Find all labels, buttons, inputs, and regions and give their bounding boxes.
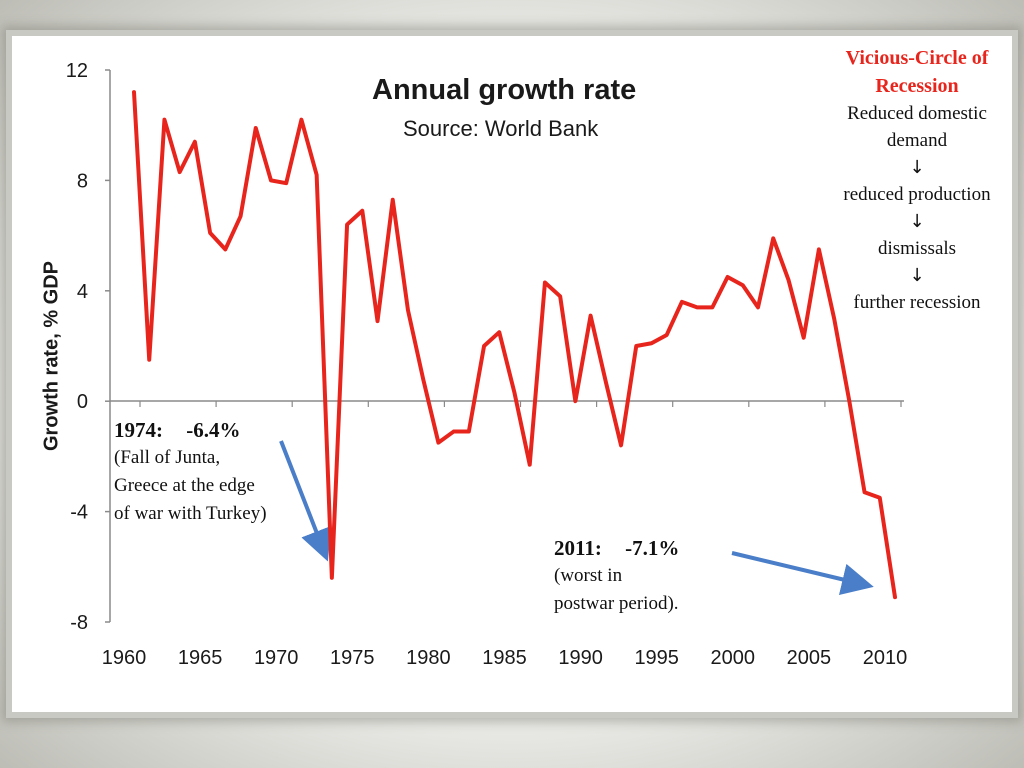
- y-axis-label: Growth rate, % GDP: [40, 260, 63, 452]
- x-tick-label: 1990: [558, 647, 603, 669]
- down-arrow-icon: ↓: [909, 211, 925, 232]
- y-tick-label: 0: [77, 391, 88, 413]
- down-arrow-icon: ↓: [909, 157, 925, 178]
- chart-title: Annual growth rate: [372, 74, 637, 106]
- x-tick-label: 1995: [634, 647, 679, 669]
- annotation-arrows: [279, 440, 874, 595]
- x-tick-label: 1960: [102, 647, 147, 669]
- annotation-1974-head: 1974: -6.4%: [114, 418, 241, 442]
- note-line-dismissals: dismissals: [877, 238, 957, 259]
- x-tick-label: 2000: [711, 647, 756, 669]
- y-tick-label: 12: [66, 60, 88, 82]
- note-title-line1: Vicious-Circle of: [845, 47, 989, 69]
- x-tick-label: 2005: [787, 647, 832, 669]
- annotation-2011-line1: (worst in: [554, 565, 623, 586]
- y-tick-label: 8: [77, 170, 88, 192]
- annotation-1974-line2: Greece at the edge: [114, 475, 255, 496]
- chart-subtitle: Source: World Bank: [403, 116, 599, 141]
- annotation-1974: 1974: -6.4% (Fall of Junta, Greece at th…: [114, 416, 267, 528]
- slide-frame: [6, 30, 1018, 718]
- vicious-circle-note: Vicious-Circle of Recession Reduced dome…: [822, 44, 1012, 316]
- series-line: [132, 90, 897, 600]
- arrow-2011: [731, 551, 874, 595]
- y-tick-label: 4: [77, 281, 88, 303]
- annotation-1974-line3: of war with Turkey): [114, 503, 267, 524]
- x-tick-label: 1980: [406, 647, 451, 669]
- y-tick-label: -8: [70, 612, 88, 634]
- x-tick-label: 1965: [178, 647, 223, 669]
- y-tick-label: -4: [70, 502, 88, 524]
- x-tick-label: 1970: [254, 647, 299, 669]
- down-arrow-icon: ↓: [909, 265, 925, 286]
- annotation-2011-head: 2011: -7.1%: [554, 536, 680, 560]
- note-title-line2: Recession: [875, 75, 959, 97]
- note-line-production: reduced production: [843, 184, 991, 205]
- annotation-2011: 2011: -7.1% (worst in postwar period).: [554, 534, 679, 618]
- x-tick-label: 1985: [482, 647, 527, 669]
- arrow-1974: [279, 440, 332, 562]
- note-line-domestic: Reduced domestic: [847, 103, 987, 124]
- annotation-1974-line1: (Fall of Junta,: [114, 447, 221, 468]
- axes: [109, 70, 904, 622]
- series: [132, 90, 897, 600]
- note-line-recession: further recession: [853, 292, 981, 313]
- ticks: 12 8 4 0 -4 -8 1960 1965 1970 1975 1980 1985 1990 199…: [66, 60, 908, 669]
- note-line-demand: demand: [886, 130, 948, 151]
- x-tick-label: 2010: [863, 647, 908, 669]
- x-tick-label: 1975: [330, 647, 375, 669]
- annotation-2011-line2: postwar period).: [554, 593, 679, 614]
